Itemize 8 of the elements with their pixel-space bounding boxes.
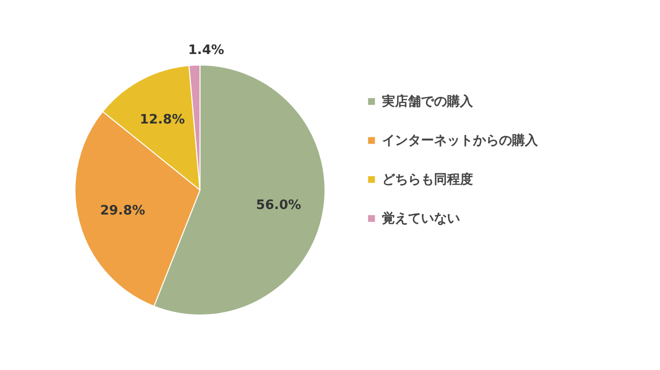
legend-label: インターネットからの購入	[382, 132, 539, 148]
data-label: 56.0%	[256, 198, 302, 213]
data-label: 12.8%	[140, 112, 185, 128]
legend-label: 覚えていない	[382, 210, 460, 226]
legend-label: どちらも同程度	[382, 172, 473, 188]
legend-label: 実店舗での購入	[381, 94, 474, 110]
data-label: 29.8%	[100, 203, 146, 218]
data-label: 1.4%	[188, 43, 224, 58]
